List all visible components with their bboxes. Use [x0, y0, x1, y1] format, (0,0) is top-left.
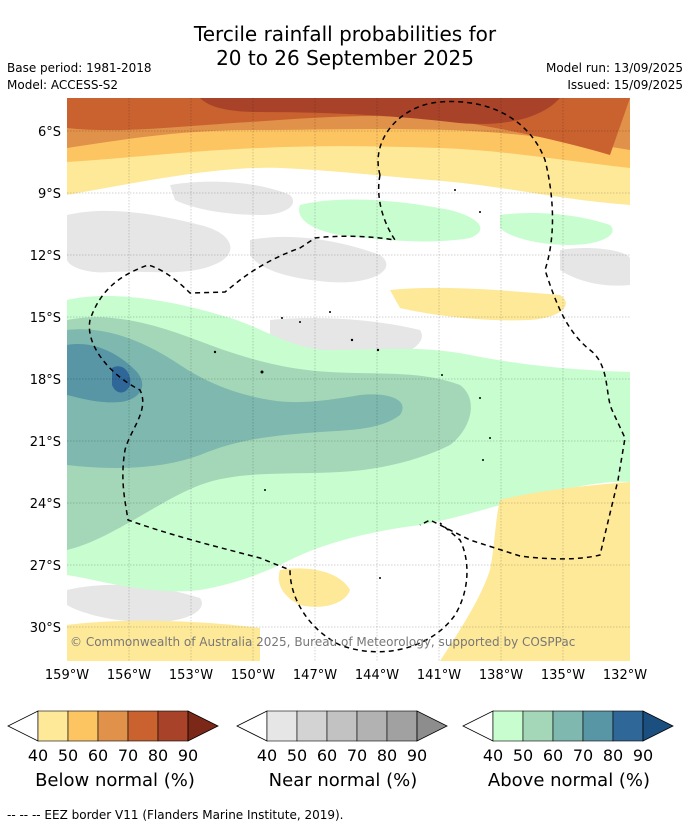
rainfall-map: © Commonwealth of Australia 2025, Bureau…: [30, 98, 647, 683]
islands: [213, 189, 491, 579]
lat-label: 6°S: [38, 125, 61, 140]
colorbar-label-near: Near normal (%): [268, 770, 418, 791]
near-normal-region-2: [170, 181, 294, 215]
near-normal-region-1: [67, 210, 231, 273]
near-normal-region-3: [250, 236, 387, 283]
lon-label: 159°W: [45, 668, 89, 683]
colorbar-above-normal: 40 50 60 70 80 90: [462, 710, 674, 765]
above-normal-region-north: [299, 199, 481, 242]
colorbar-tick-label: 50: [513, 746, 533, 765]
colorbar-swatch: [37, 710, 69, 742]
lon-label: 135°W: [541, 668, 585, 683]
model-name: Model: ACCESS-S2: [7, 78, 119, 92]
colorbar-extend-high: [187, 710, 219, 742]
below-normal-region-east: [390, 287, 566, 321]
colorbar-tick-label: 70: [347, 746, 367, 765]
colorbar-swatch: [492, 710, 524, 742]
colorbar-swatch: [67, 710, 99, 742]
colorbar-label-below: Below normal (%): [35, 770, 195, 791]
colorbar-swatch: [157, 710, 189, 742]
colorbar-tick-label: 60: [317, 746, 337, 765]
lon-label: 147°W: [293, 668, 337, 683]
colorbar-extend-high: [416, 710, 448, 742]
colorbar-swatch: [97, 710, 129, 742]
lat-label: 30°S: [30, 621, 61, 636]
below-normal-90-region: [200, 98, 560, 124]
lat-label: 21°S: [30, 435, 61, 450]
model-run: Model run: 13/09/2025: [545, 61, 683, 75]
lon-label: 132°W: [603, 668, 647, 683]
colorbar-tick-label: 90: [178, 746, 198, 765]
colorbar-near-normal: 40 50 60 70 80 90: [236, 710, 448, 765]
lon-labels: 159°W 156°W 153°W 150°W 147°W 144°W 141°…: [45, 668, 647, 683]
near-normal-region-5: [560, 247, 630, 286]
lon-label: 141°W: [417, 668, 461, 683]
colorbar-tick-label: 70: [573, 746, 593, 765]
below-normal-region-southeast: [440, 482, 630, 661]
colorbar-tick-label: 50: [58, 746, 78, 765]
colorbar-tick-label: 80: [148, 746, 168, 765]
lat-label: 27°S: [30, 559, 61, 574]
colorbar-tick-label: 60: [543, 746, 563, 765]
colorbar-extend-low: [7, 710, 39, 742]
colorbar-swatch: [552, 710, 584, 742]
lon-label: 150°W: [231, 668, 275, 683]
above-normal-region-east: [500, 213, 613, 245]
base-period: Base period: 1981-2018: [7, 61, 152, 75]
colorbar-tick-label: 50: [287, 746, 307, 765]
lat-label: 18°S: [30, 373, 61, 388]
eez-legend-note: -- -- -- EEZ border V11 (Flanders Marine…: [7, 808, 344, 822]
colorbar-tick-label: 40: [28, 746, 48, 765]
eez-border: [88, 100, 626, 653]
colorbar-tick-label: 70: [118, 746, 138, 765]
colorbar-tick-label: 80: [377, 746, 397, 765]
meta-right: Model run: 13/09/2025 Issued: 15/09/2025: [546, 60, 683, 94]
chart-title: Tercile rainfall probabilities for 20 to…: [0, 22, 690, 70]
colorbar-swatch: [266, 710, 298, 742]
meta-left: Base period: 1981-2018 Model: ACCESS-S2: [7, 60, 152, 94]
graticule: [67, 98, 630, 661]
above-normal-90-region: [112, 366, 131, 393]
colorbar-swatch: [356, 710, 388, 742]
colorbars: 40 50 60 70 80 90 40 50 60 70 80 90 40 50 60 70 80 90: [7, 710, 674, 765]
lon-label: 156°W: [107, 668, 151, 683]
map-field: [67, 98, 630, 661]
lat-label: 12°S: [30, 249, 61, 264]
colorbar-extend-low: [462, 710, 494, 742]
colorbar-swatch: [296, 710, 328, 742]
lat-label: 24°S: [30, 497, 61, 512]
above-normal-70-region: [67, 329, 403, 468]
title-line-2: 20 to 26 September 2025: [216, 46, 474, 70]
colorbar-label-above: Above normal (%): [487, 770, 651, 791]
lat-labels: 6°S 9°S 12°S 15°S 18°S 21°S 24°S 27°S 30…: [30, 125, 61, 636]
colorbar-swatch: [612, 710, 644, 742]
colorbar-extend-low: [236, 710, 268, 742]
colorbar-swatch: [326, 710, 358, 742]
colorbar-tick-label: 60: [88, 746, 108, 765]
lon-label: 144°W: [355, 668, 399, 683]
colorbar-below-normal: 40 50 60 70 80 90: [7, 710, 219, 765]
below-normal-region-south: [278, 568, 350, 607]
lat-label: 15°S: [30, 311, 61, 326]
colorbar-extend-high: [642, 710, 674, 742]
colorbar-tick-label: 40: [257, 746, 277, 765]
lon-label: 138°W: [479, 668, 523, 683]
title-line-1: Tercile rainfall probabilities for: [193, 22, 497, 46]
colorbar-tick-label: 90: [633, 746, 653, 765]
lat-label: 9°S: [38, 187, 61, 202]
colorbar-tick-label: 40: [483, 746, 503, 765]
issued-date: Issued: 15/09/2025: [567, 78, 683, 92]
colorbar-swatch: [127, 710, 159, 742]
lon-label: 153°W: [169, 668, 213, 683]
colorbar-swatch: [386, 710, 418, 742]
copyright-text: © Commonwealth of Australia 2025, Bureau…: [70, 635, 575, 649]
colorbar-swatch: [582, 710, 614, 742]
colorbar-tick-label: 80: [603, 746, 623, 765]
near-normal-region-7: [67, 584, 202, 623]
colorbar-swatch: [522, 710, 554, 742]
colorbar-tick-label: 90: [407, 746, 427, 765]
below-normal-region-southwest: [67, 620, 260, 661]
